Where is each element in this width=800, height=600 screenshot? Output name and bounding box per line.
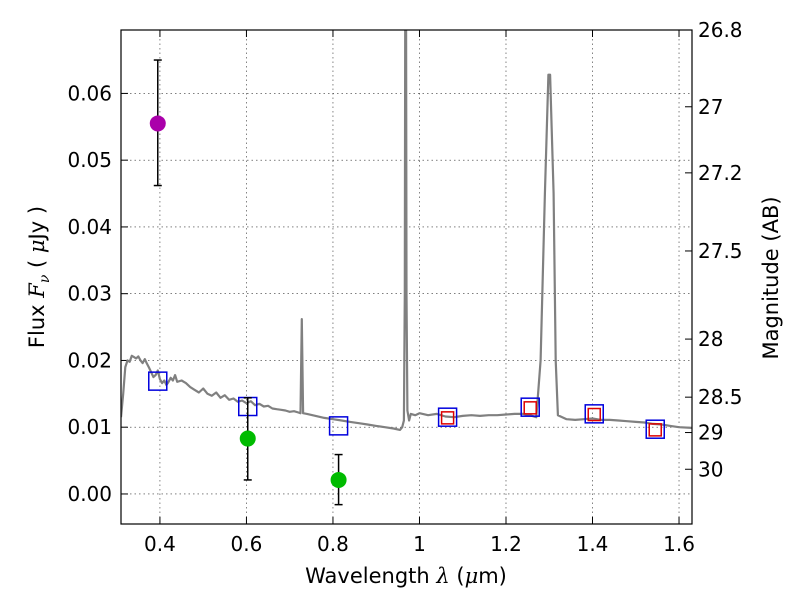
observed-point [330,471,347,488]
y-tick-label: 0.01 [67,415,112,439]
model-photometry-marker [437,407,458,427]
y2-tick-label: 29 [698,421,723,445]
model-photometry-marker [584,404,604,424]
y2-tick-label: 27 [698,95,723,119]
observed-point [149,115,166,132]
y-tick-label: 0.00 [67,482,112,506]
x-tick-label: 1.2 [490,532,522,556]
model-photometry-marker [440,411,455,425]
x-tick-label: 0.6 [231,532,263,556]
y-tick-label: 0.05 [67,148,112,172]
x-tick-label: 1 [413,532,426,556]
plot-frame [120,29,693,525]
model-photometry-marker [520,397,540,417]
y-tick-label: 0.02 [67,348,112,372]
y2-axis-label: Magnitude (AB) [759,196,783,359]
x-tick-label: 1.4 [577,532,609,556]
y-tick-label: 0.03 [67,282,112,306]
y-axis-label: Flux Fν ( μJy ) [25,206,53,348]
x-tick-label: 0.4 [144,532,176,556]
model-photometry-marker [648,423,662,437]
plot-content [121,30,692,506]
y2-tick-label: 28 [698,327,723,351]
model-photometry-marker [148,371,168,391]
observed-point [239,430,256,447]
y2-tick-label: 27.5 [698,239,743,263]
model-photometry-marker [328,416,349,436]
y-tick-label: 0.04 [67,215,112,239]
y2-tick-label: 27.2 [698,161,743,185]
model-photometry-marker [645,419,665,439]
x-axis-ticks: 0.4 0.6 0.8 1 1.2 1.4 1.6 [144,30,695,556]
y2-tick-label: 26.8 [698,18,743,42]
y2-tick-label: 28.5 [698,385,743,409]
x-tick-label: 1.6 [663,532,695,556]
y-axis-ticks: 0.00 0.01 0.02 0.03 0.04 0.05 0.06 [67,81,128,506]
spectrum-line [121,30,692,431]
y2-axis-ticks: 26.8 27 27.2 27.5 28 28.5 29 30 [685,18,743,481]
model-photometry-marker [523,401,537,415]
grid-lines [121,30,692,524]
y2-tick-label: 30 [698,457,723,481]
model-photometry-marker [587,407,601,422]
x-axis-label: Wavelength λ (μm) [305,564,507,588]
y-tick-label: 0.06 [67,81,112,105]
x-tick-label: 0.8 [317,532,349,556]
